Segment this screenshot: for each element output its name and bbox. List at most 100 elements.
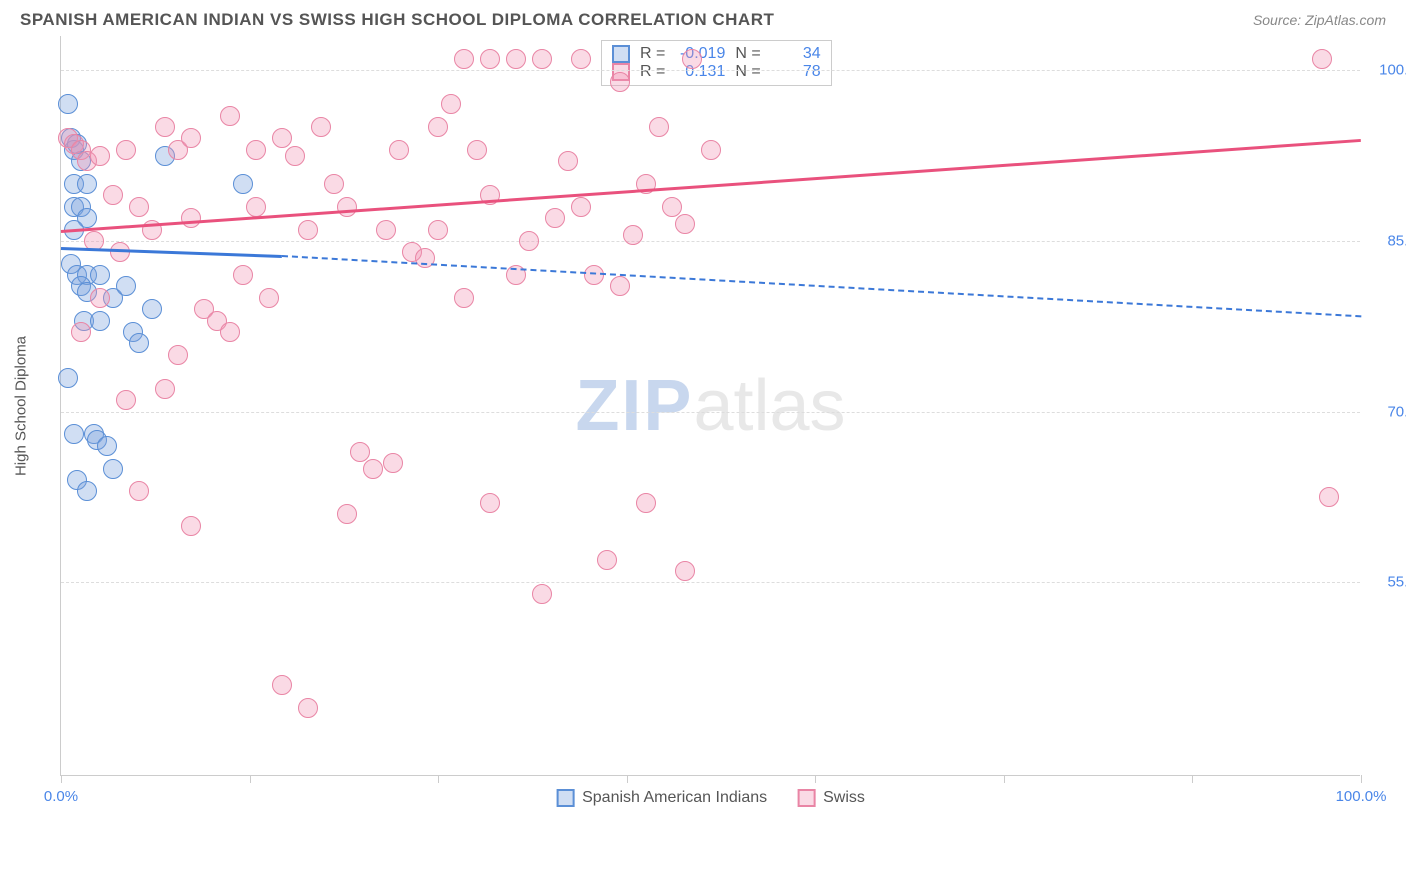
xtick	[438, 775, 439, 783]
point-series2	[571, 197, 591, 217]
point-series2	[454, 288, 474, 308]
point-series2	[675, 214, 695, 234]
point-series2	[155, 117, 175, 137]
point-series1	[90, 311, 110, 331]
ytick-label: 85.0%	[1370, 232, 1406, 249]
bottom-legend: Spanish American Indians Swiss	[556, 789, 865, 807]
watermark-zip: ZIP	[575, 366, 693, 446]
y-axis-label: High School Diploma	[13, 335, 30, 475]
point-series1	[116, 276, 136, 296]
point-series1	[58, 368, 78, 388]
stat-r-val-2: 0.131	[675, 63, 725, 81]
legend-item-series2: Swiss	[797, 789, 865, 807]
point-series1	[103, 459, 123, 479]
point-series2	[181, 516, 201, 536]
watermark-atlas: atlas	[693, 366, 845, 446]
point-series2	[220, 322, 240, 342]
point-series2	[428, 220, 448, 240]
ytick-label: 70.0%	[1370, 403, 1406, 420]
stats-row-series1: R = -0.019 N = 34	[612, 45, 821, 63]
gridline	[61, 70, 1360, 71]
chart-source: Source: ZipAtlas.com	[1253, 12, 1386, 28]
point-series2	[350, 442, 370, 462]
point-series2	[246, 197, 266, 217]
legend-item-series1: Spanish American Indians	[556, 789, 767, 807]
point-series1	[58, 94, 78, 114]
point-series2	[181, 208, 201, 228]
stat-r-label-2: R =	[640, 63, 665, 81]
xtick	[627, 775, 628, 783]
xtick	[1192, 775, 1193, 783]
point-series2	[383, 453, 403, 473]
point-series2	[168, 345, 188, 365]
point-series2	[116, 140, 136, 160]
point-series2	[272, 128, 292, 148]
point-series2	[532, 49, 552, 69]
stats-row-series2: R = 0.131 N = 78	[612, 63, 821, 81]
stat-n-val-2: 78	[771, 63, 821, 81]
swatch-series1	[612, 45, 630, 63]
point-series2	[298, 220, 318, 240]
point-series2	[116, 390, 136, 410]
point-series2	[376, 220, 396, 240]
xtick	[815, 775, 816, 783]
point-series2	[662, 197, 682, 217]
point-series2	[285, 146, 305, 166]
point-series2	[90, 288, 110, 308]
point-series2	[682, 49, 702, 69]
point-series2	[649, 117, 669, 137]
xtick	[1004, 775, 1005, 783]
ytick-label: 100.0%	[1370, 62, 1406, 79]
point-series2	[480, 49, 500, 69]
chart-container: High School Diploma ZIPatlas R = -0.019 …	[60, 36, 1386, 776]
legend-swatch-2	[797, 789, 815, 807]
point-series2	[701, 140, 721, 160]
point-series2	[233, 265, 253, 285]
gridline	[61, 241, 1360, 242]
point-series2	[675, 561, 695, 581]
point-series2	[545, 208, 565, 228]
gridline	[61, 412, 1360, 413]
point-series1	[64, 424, 84, 444]
point-series2	[246, 140, 266, 160]
xtick	[250, 775, 251, 783]
point-series2	[71, 322, 91, 342]
point-series1	[90, 265, 110, 285]
point-series2	[506, 49, 526, 69]
point-series2	[571, 49, 591, 69]
point-series2	[636, 493, 656, 513]
trendline-dashed	[282, 255, 1361, 317]
point-series2	[610, 276, 630, 296]
point-series2	[155, 379, 175, 399]
gridline	[61, 582, 1360, 583]
point-series2	[558, 151, 578, 171]
point-series1	[77, 481, 97, 501]
point-series2	[428, 117, 448, 137]
point-series2	[337, 197, 357, 217]
point-series2	[467, 140, 487, 160]
point-series1	[233, 174, 253, 194]
stat-r-label-1: R =	[640, 45, 665, 63]
stats-legend: R = -0.019 N = 34 R = 0.131 N = 78	[601, 40, 832, 86]
point-series2	[1312, 49, 1332, 69]
point-series2	[259, 288, 279, 308]
xtick	[1361, 775, 1362, 783]
point-series2	[519, 231, 539, 251]
point-series2	[532, 584, 552, 604]
point-series2	[272, 675, 292, 695]
ytick-label: 55.0%	[1370, 574, 1406, 591]
stat-n-label-1: N =	[735, 45, 760, 63]
point-series2	[129, 197, 149, 217]
point-series2	[584, 265, 604, 285]
legend-label-1: Spanish American Indians	[582, 789, 767, 807]
point-series2	[389, 140, 409, 160]
point-series2	[103, 185, 123, 205]
point-series2	[337, 504, 357, 524]
point-series2	[1319, 487, 1339, 507]
point-series2	[298, 698, 318, 718]
chart-header: SPANISH AMERICAN INDIAN VS SWISS HIGH SC…	[0, 0, 1406, 36]
point-series2	[129, 481, 149, 501]
plot-area: High School Diploma ZIPatlas R = -0.019 …	[60, 36, 1360, 776]
point-series1	[77, 174, 97, 194]
xtick	[61, 775, 62, 783]
